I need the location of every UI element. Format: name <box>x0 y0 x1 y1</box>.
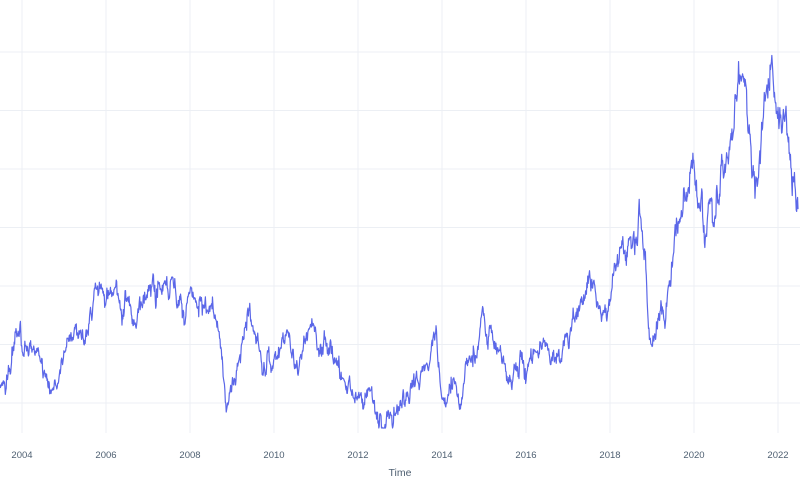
svg-text:2010: 2010 <box>263 450 284 461</box>
svg-text:Time: Time <box>389 467 412 479</box>
svg-text:2012: 2012 <box>347 450 368 461</box>
svg-text:2014: 2014 <box>431 450 452 461</box>
svg-text:2018: 2018 <box>599 450 620 461</box>
svg-text:2008: 2008 <box>179 450 200 461</box>
svg-text:2004: 2004 <box>11 450 32 461</box>
svg-text:2016: 2016 <box>515 450 536 461</box>
svg-text:2020: 2020 <box>683 450 704 461</box>
svg-text:2022: 2022 <box>767 450 788 461</box>
svg-text:2006: 2006 <box>95 450 116 461</box>
